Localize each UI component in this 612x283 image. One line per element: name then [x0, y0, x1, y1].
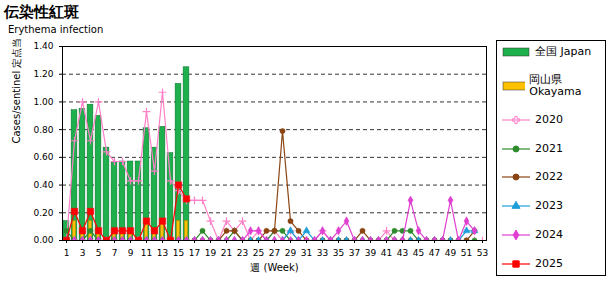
- svg-text:7: 7: [112, 248, 118, 258]
- svg-text:33: 33: [317, 248, 328, 258]
- svg-text:19: 19: [205, 248, 217, 258]
- html-text:伝染性紅斑: 伝染性紅斑: [4, 3, 79, 21]
- html-text:Erythema infection: Erythema infection: [8, 24, 104, 35]
- svg-text:13: 13: [157, 248, 168, 258]
- svg-text:0.40: 0.40: [33, 180, 53, 190]
- html-text:2025: 2025: [535, 256, 563, 270]
- svg-text:0.00: 0.00: [33, 235, 53, 245]
- svg-text:1.40: 1.40: [33, 41, 53, 51]
- svg-text:5: 5: [96, 248, 102, 258]
- html-text:2024: 2024: [535, 228, 563, 242]
- svg-text:47: 47: [429, 248, 440, 258]
- svg-text:45: 45: [413, 248, 424, 258]
- svg-text:11: 11: [141, 248, 152, 258]
- svg-text:53: 53: [477, 248, 488, 258]
- svg-text:週 (Week): 週 (Week): [250, 262, 298, 273]
- svg-text:17: 17: [189, 248, 200, 258]
- svg-text:3: 3: [80, 248, 86, 258]
- svg-text:25: 25: [253, 248, 264, 258]
- svg-text:Cases/sentinel 定点当り患者数: Cases/sentinel 定点当り患者数: [11, 38, 22, 144]
- svg-text:29: 29: [285, 248, 297, 258]
- svg-text:1.20: 1.20: [33, 69, 53, 79]
- svg-text:31: 31: [301, 248, 312, 258]
- html-text:2023: 2023: [535, 199, 563, 213]
- svg-text:1.00: 1.00: [33, 97, 53, 107]
- svg-text:49: 49: [445, 248, 457, 258]
- svg-text:15: 15: [173, 248, 184, 258]
- html-text:2020: 2020: [535, 112, 563, 126]
- svg-text:43: 43: [397, 248, 408, 258]
- html-text:2022: 2022: [535, 170, 563, 184]
- svg-text:9: 9: [128, 248, 134, 258]
- svg-text:37: 37: [349, 248, 360, 258]
- svg-text:0.80: 0.80: [33, 125, 53, 135]
- html-text:岡山県 Okayama: 岡山県 Okayama: [529, 72, 582, 98]
- html-text:全国 Japan: 全国 Japan: [535, 45, 592, 58]
- svg-text:0.60: 0.60: [33, 152, 53, 162]
- svg-text:23: 23: [237, 248, 248, 258]
- html-text:2021: 2021: [535, 141, 563, 155]
- svg-text:21: 21: [221, 248, 232, 258]
- svg-text:35: 35: [333, 248, 344, 258]
- svg-text:0.20: 0.20: [33, 208, 53, 218]
- svg-text:27: 27: [269, 248, 280, 258]
- svg-text:1: 1: [64, 248, 70, 258]
- svg-text:41: 41: [381, 248, 392, 258]
- svg-text:51: 51: [461, 248, 472, 258]
- svg-text:39: 39: [365, 248, 377, 258]
